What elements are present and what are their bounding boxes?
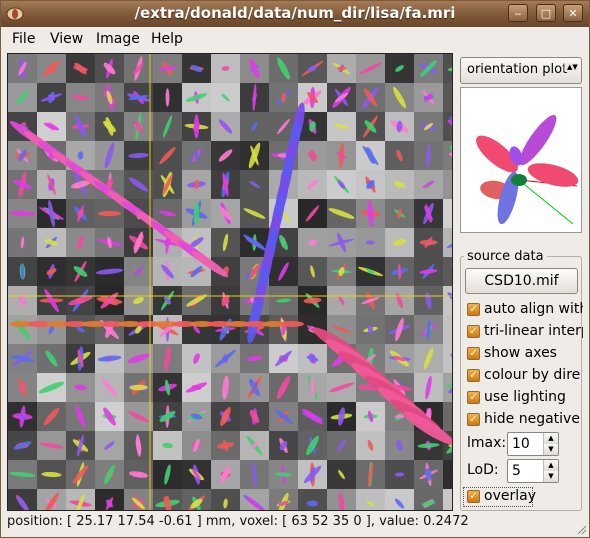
colour-by-direction-checkbox[interactable]: ✓ colour by dire	[467, 366, 583, 386]
trilinear-interp-checkbox[interactable]: ✓ tri-linear interp	[467, 322, 583, 342]
menu-file[interactable]: File	[12, 31, 36, 47]
spin-down-icon[interactable]: ▼	[543, 444, 558, 455]
lod-label: LoD:	[467, 462, 499, 478]
auto-align-checkbox[interactable]: ✓ auto align with	[467, 300, 583, 320]
overlay-checkbox[interactable]: ✓ overlay	[467, 487, 583, 507]
menu-bar: File View Image Help	[1, 27, 589, 51]
mode-select-value: orientation plot	[467, 62, 568, 77]
window-title: /extra/donald/data/num_dir/lisa/fa.mri	[134, 4, 456, 22]
orientation-preview-canvas	[476, 115, 579, 225]
lmax-row: lmax: 10 ▲ ▼	[467, 432, 583, 456]
hide-negative-checkbox[interactable]: ✓ hide negative	[467, 410, 583, 430]
show-axes-checkbox[interactable]: ✓ show axes	[467, 344, 583, 364]
checkbox-checked-icon: ✓	[467, 325, 480, 338]
checkbox-checked-icon: ✓	[467, 303, 480, 316]
title-bar[interactable]: /extra/donald/data/num_dir/lisa/fa.mri ‒…	[1, 1, 589, 27]
source-file-button[interactable]: CSD10.mif	[465, 268, 578, 294]
lod-spinbox[interactable]: 5 ▲ ▼	[507, 459, 559, 483]
checkbox-checked-icon: ✓	[467, 413, 480, 426]
lmax-spinbox[interactable]: 10 ▲ ▼	[507, 432, 559, 456]
menu-image[interactable]: Image	[96, 31, 140, 47]
app-icon	[6, 7, 24, 21]
use-lighting-checkbox[interactable]: ✓ use lighting	[467, 388, 583, 408]
checkbox-checked-icon: ✓	[467, 369, 480, 382]
orientation-preview[interactable]	[460, 87, 582, 233]
source-data-title: source data	[464, 249, 547, 264]
show-axes-label: show axes	[484, 345, 557, 361]
spin-up-icon[interactable]: ▲	[543, 433, 558, 444]
lmax-label: lmax:	[467, 435, 507, 451]
maximize-button[interactable]: □	[536, 4, 556, 22]
lod-row: LoD: 5 ▲ ▼	[467, 459, 583, 483]
checkbox-checked-icon: ✓	[467, 490, 480, 503]
combo-arrow-icon: ▲▼	[563, 63, 578, 71]
orientation-glyph-canvas[interactable]	[8, 54, 453, 511]
minimize-button[interactable]: ‒	[508, 4, 528, 22]
colour-by-direction-label: colour by dire	[484, 367, 581, 383]
checkbox-checked-icon: ✓	[467, 347, 480, 360]
spin-up-icon[interactable]: ▲	[543, 460, 558, 471]
hide-negative-label: hide negative	[484, 411, 580, 427]
trilinear-interp-label: tri-linear interp	[484, 323, 583, 339]
image-viewport[interactable]	[7, 53, 453, 511]
auto-align-label: auto align with	[484, 301, 583, 317]
spin-down-icon[interactable]: ▼	[543, 471, 558, 482]
menu-view[interactable]: View	[50, 31, 84, 47]
menu-help[interactable]: Help	[151, 31, 183, 47]
close-button[interactable]: ✕	[563, 4, 583, 22]
mode-select[interactable]: orientation plot ▲▼	[460, 57, 582, 84]
status-bar: position: [ 25.17 17.54 -0.61 ] mm, voxe…	[7, 514, 469, 529]
checkbox-checked-icon: ✓	[467, 391, 480, 404]
lod-value: 5	[512, 463, 521, 479]
focus-frame	[463, 487, 533, 507]
use-lighting-label: use lighting	[484, 389, 566, 405]
resize-grip-icon[interactable]	[575, 523, 587, 535]
overlay-label: overlay	[484, 488, 536, 504]
lmax-value: 10	[512, 436, 530, 452]
